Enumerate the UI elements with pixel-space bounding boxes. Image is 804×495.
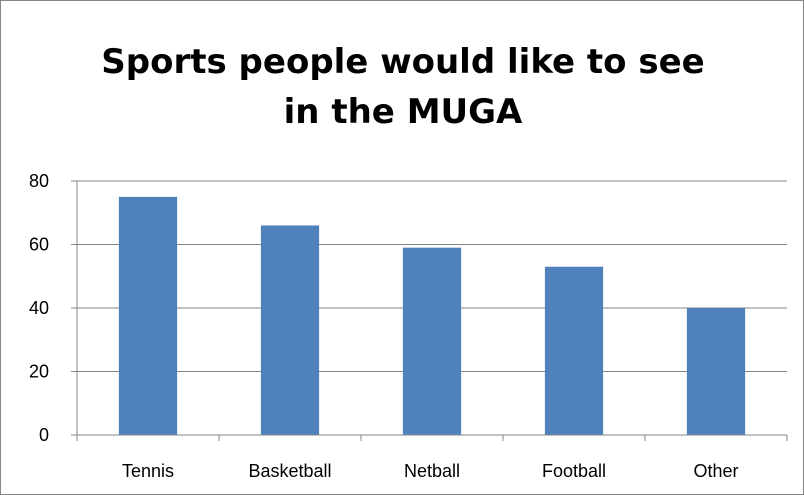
tick-labels: 0 20 40 60 80 Tennis Basketball Netball Football…	[29, 171, 739, 481]
x-tick-label: Basketball	[248, 461, 331, 481]
bars	[118, 196, 746, 435]
bar-football	[544, 266, 604, 435]
axes	[71, 180, 788, 441]
bar-tennis	[118, 196, 178, 435]
x-tick-label: Other	[693, 461, 738, 481]
y-tick-label: 40	[29, 298, 49, 318]
y-tick-label: 0	[39, 425, 49, 445]
chart-title-line-1: Sports people would like to see	[101, 42, 705, 82]
chart-title-line-2: in the MUGA	[283, 92, 523, 132]
x-tick-label: Football	[542, 461, 606, 481]
bar-netball	[402, 247, 462, 435]
y-tick-label: 60	[29, 235, 49, 255]
bar-other	[686, 308, 746, 435]
y-tick-label: 80	[29, 171, 49, 191]
x-tick-label: Tennis	[122, 461, 174, 481]
bar-basketball	[260, 225, 320, 435]
y-tick-label: 20	[29, 362, 49, 382]
x-tick-label: Netball	[404, 461, 460, 481]
chart-title: Sports people would like to see in the M…	[1, 37, 804, 137]
